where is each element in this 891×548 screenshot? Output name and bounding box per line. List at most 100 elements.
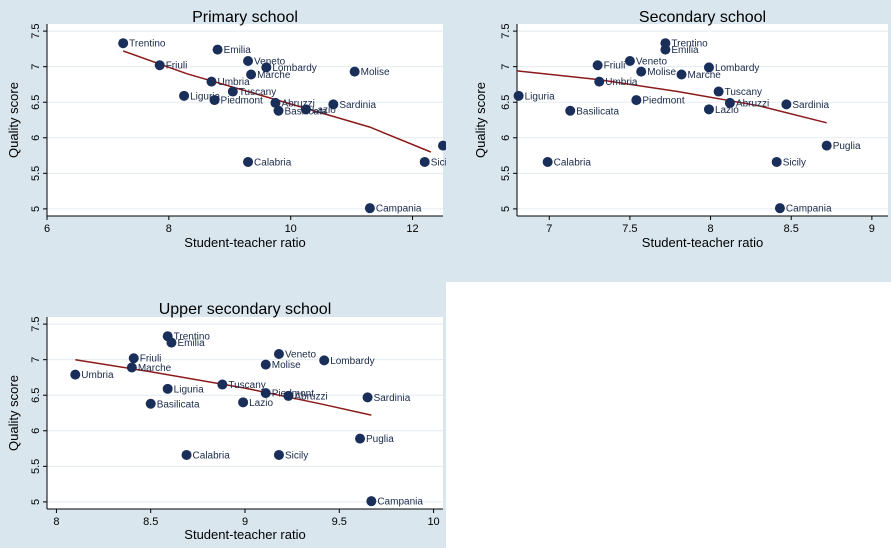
panel-1-label-marche: Marche: [257, 70, 291, 81]
panel-3-y-axis-label: Quality score: [6, 375, 21, 451]
panel-2-label-friuli: Friuli: [604, 61, 626, 72]
panel-1-point-friuli: [154, 60, 165, 71]
panel-3-label-puglia: Puglia: [366, 434, 394, 445]
panel-3-fit-line: [75, 358, 372, 416]
panel-1-label-lombardy: Lombardy: [272, 63, 316, 74]
panel-1-y-tick-label: 7.5: [30, 23, 42, 38]
panel-3-point-sicily: [273, 449, 284, 460]
panel-2-point-marche: [676, 69, 687, 80]
panel-2-point-liguria: [513, 90, 524, 101]
panel-1-label-tuscany: Tuscany: [239, 87, 276, 98]
panel-1-label-abruzzi: Abruzzi: [281, 98, 314, 109]
panel-3-x-tick-label: 9: [242, 516, 248, 528]
panel-3-label-basilicata: Basilicata: [157, 399, 200, 410]
panel-1-label-trentino: Trentino: [129, 39, 166, 50]
panel-3-point-emilia: [166, 337, 177, 348]
panel-3-label-abruzzi: Abruzzi: [294, 391, 327, 402]
panel-3-label-trentino: Trentino: [174, 332, 211, 343]
panel-2-label-trentino: Trentino: [671, 39, 708, 50]
panel-1-label-sicily: Sicily: [431, 157, 454, 168]
panel-2-label-umbria: Umbria: [605, 77, 638, 88]
panel-2-x-tick-label: 9: [869, 223, 875, 235]
panel-1-plot-area: [47, 24, 443, 216]
panel-1-point-umbria: [206, 76, 217, 87]
panel-3-point-molise: [260, 359, 271, 370]
panel-3-point-lazio: [238, 397, 249, 408]
panel-1-y-tick-label: 5.5: [30, 166, 42, 181]
panel-1-y-tick-label: 5: [30, 206, 42, 212]
panel-2-label-molise: Molise: [647, 67, 676, 78]
panel-1-label-umbria: Umbria: [217, 77, 250, 88]
panel-2-y-tick-label: 7.5: [500, 23, 512, 38]
panel-3-point-veneto: [273, 348, 284, 359]
panel-1-x-tick-label: 12: [406, 223, 418, 235]
panel-1-point-emilia: [212, 44, 223, 55]
panel-3-point-friuli: [128, 353, 139, 364]
panel-3-label-campania: Campania: [377, 497, 423, 508]
panel-3-label-molise: Molise: [272, 360, 301, 371]
panel-3-point-lombardy: [319, 355, 330, 366]
panel-3-point-tuscany: [217, 379, 228, 390]
panel-2-label-lombardy: Lombardy: [715, 63, 759, 74]
panel-3-label-lazio: Lazio: [249, 398, 273, 409]
panel-2-point-lombardy: [703, 62, 714, 73]
panel-3-y-tick-label: 6.5: [30, 388, 42, 403]
panel-2-y-tick-label: 5: [500, 206, 512, 212]
panel-2-point-umbria: [594, 76, 605, 87]
panel-3-x-tick-label: 10: [427, 516, 439, 528]
panel-2-label-emilia: Emilia: [671, 45, 699, 56]
panel-3-label-sicily: Sicily: [285, 450, 308, 461]
panel-2-label-lazio: Lazio: [715, 105, 739, 116]
panel-3-x-tick-label: 8: [53, 516, 59, 528]
panel-3-plot-area: [47, 317, 443, 509]
panel-2-point-campania: [774, 203, 785, 214]
panel-3-label-emilia: Emilia: [177, 338, 205, 349]
panel-1-label-lazio: Lazio: [312, 105, 336, 116]
panel-1-x-axis-label: Student-teacher ratio: [184, 235, 305, 250]
panel-2-x-axis-label: Student-teacher ratio: [642, 235, 763, 250]
panel-1-point-basilicata: [273, 105, 284, 116]
panel-2-point-piedmont: [631, 95, 642, 106]
panel-1-point-lombardy: [261, 62, 272, 73]
panel-2-label-sardinia: Sardinia: [792, 100, 829, 111]
panel-1-point-lazio: [300, 104, 311, 115]
panel-2-label-campania: Campania: [786, 204, 832, 215]
panel-1-label-campania: Campania: [376, 204, 422, 215]
panel-3-y-tick-label: 6: [30, 428, 42, 434]
panel-1-label-sardinia: Sardinia: [339, 100, 376, 111]
panel-3-title: Upper secondary school: [159, 301, 332, 318]
panel-1-point-tuscany: [227, 86, 238, 97]
panel-2-fit-line: [516, 70, 827, 124]
panel-2-plot-area: [517, 24, 888, 216]
panel-1-fit-line: [122, 50, 432, 153]
panel-3-point-sardinia: [362, 392, 373, 403]
panel-3-y-tick-label: 7.5: [30, 316, 42, 331]
panel-3-label-veneto: Veneto: [285, 349, 317, 360]
panel-2-point-friuli: [592, 60, 603, 71]
panel-1-label-calabria: Calabria: [254, 157, 292, 168]
panel-1-label-friuli: Friuli: [166, 61, 188, 72]
panel-2-label-liguria: Liguria: [525, 91, 555, 102]
panel-1-label-piedmont: Piedmont: [221, 96, 263, 107]
panel-2-label-puglia: Puglia: [833, 141, 861, 152]
panel-3-label-tuscany: Tuscany: [228, 380, 265, 391]
panel-3-point-puglia: [355, 433, 366, 444]
panel-3-y-tick-label: 5: [30, 499, 42, 505]
panel-2-y-tick-label: 7: [500, 64, 512, 70]
panel-3-x-tick-label: 8.5: [143, 516, 158, 528]
panel-1-label-molise: Molise: [361, 67, 390, 78]
panel-3-y-tick-label: 7: [30, 357, 42, 363]
panel-2-point-veneto: [624, 55, 635, 66]
panel-2-point-calabria: [542, 156, 553, 167]
panel-2-point-puglia: [821, 140, 832, 151]
panel-1-label-veneto: Veneto: [254, 56, 286, 67]
panel-1-x-tick-label: 6: [44, 223, 50, 235]
panel-3-label-calabria: Calabria: [193, 450, 231, 461]
panel-1-y-tick-label: 7: [30, 64, 42, 70]
panel-2-y-tick-label: 6.5: [500, 95, 512, 110]
panel-2-point-emilia: [660, 44, 671, 55]
panel-2-point-sardinia: [781, 99, 792, 110]
panel-2-label-veneto: Veneto: [636, 56, 668, 67]
panel-2-y-axis-label: Quality score: [473, 82, 488, 158]
panel-2-point-tuscany: [713, 86, 724, 97]
